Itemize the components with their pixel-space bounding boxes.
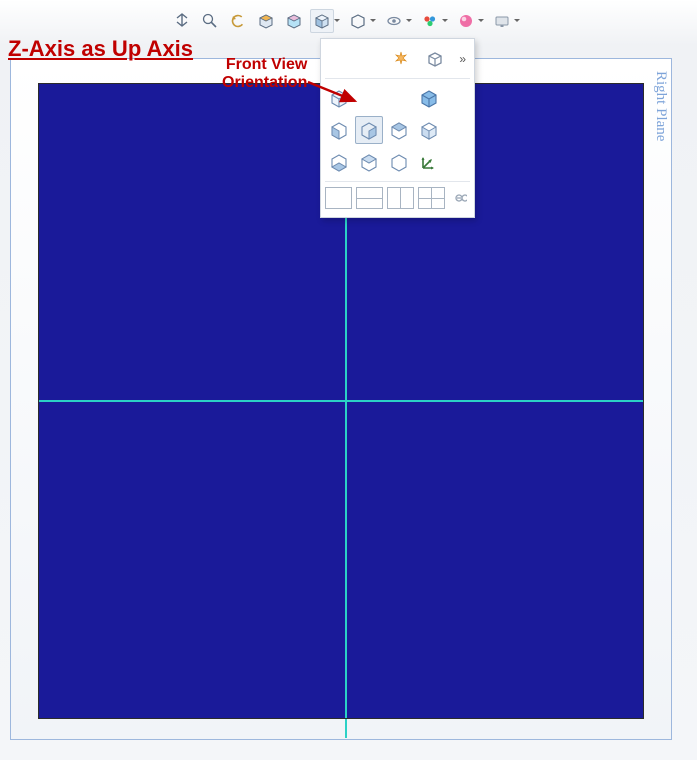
view-orientation-flyout: » [320, 38, 475, 218]
hide-show-icon[interactable] [382, 9, 406, 33]
normal-to-icon[interactable] [415, 148, 443, 176]
annotation-caption-line1: Front View [226, 56, 308, 73]
link-views-icon[interactable] [449, 187, 470, 209]
view-orientation-icon[interactable] [310, 9, 334, 33]
expand-flyout-icon[interactable]: » [455, 52, 470, 66]
standard-views-row-1 [325, 82, 470, 114]
front-view-icon[interactable] [355, 116, 383, 144]
edit-appearance-icon[interactable] [418, 9, 442, 33]
dynamic-annotation-icon[interactable] [282, 9, 306, 33]
spacer-1 [355, 84, 383, 112]
display-style-icon[interactable] [346, 9, 370, 33]
trimetric-view-icon[interactable] [415, 84, 443, 112]
apply-scene-icon[interactable] [454, 9, 478, 33]
annotation-caption-line2: Orientation [222, 74, 307, 91]
section-view-icon[interactable] [254, 9, 278, 33]
model-face-br [347, 402, 644, 720]
isometric-view-icon[interactable] [325, 84, 353, 112]
two-horiz-viewport-icon[interactable] [356, 187, 383, 209]
annotation-title: Z-Axis as Up Axis [8, 36, 193, 62]
flyout-separator [325, 78, 470, 79]
view-selector-cube-icon[interactable] [421, 45, 449, 73]
standard-views-row-3 [325, 146, 470, 178]
single-viewport-icon[interactable] [325, 187, 352, 209]
standard-views-row-2 [325, 114, 470, 146]
zoom-to-fit-icon[interactable] [170, 9, 194, 33]
spacer-2 [385, 84, 413, 112]
view-settings-icon[interactable] [490, 9, 514, 33]
flyout-separator-2 [325, 181, 470, 182]
viewport-layout-row [325, 185, 470, 211]
previous-view-icon[interactable] [226, 9, 250, 33]
back-left-view-icon[interactable] [325, 116, 353, 144]
annotation-caption: Front View Orientation [222, 56, 307, 92]
top-view-icon[interactable] [355, 148, 383, 176]
bottom-view-icon[interactable] [385, 148, 413, 176]
new-view-icon[interactable] [387, 45, 415, 73]
dimetric-view-icon[interactable] [415, 116, 443, 144]
model-edge-horizontal [38, 400, 644, 402]
two-vert-viewport-icon[interactable] [387, 187, 414, 209]
right-view-icon[interactable] [385, 116, 413, 144]
zoom-area-icon[interactable] [198, 9, 222, 33]
right-plane-label: Right Plane [652, 71, 669, 141]
heads-up-toolbar [170, 8, 522, 34]
model-face-tl [38, 83, 345, 400]
four-viewport-icon[interactable] [418, 187, 445, 209]
model-face-bl [38, 402, 345, 720]
left-view-icon[interactable] [325, 148, 353, 176]
